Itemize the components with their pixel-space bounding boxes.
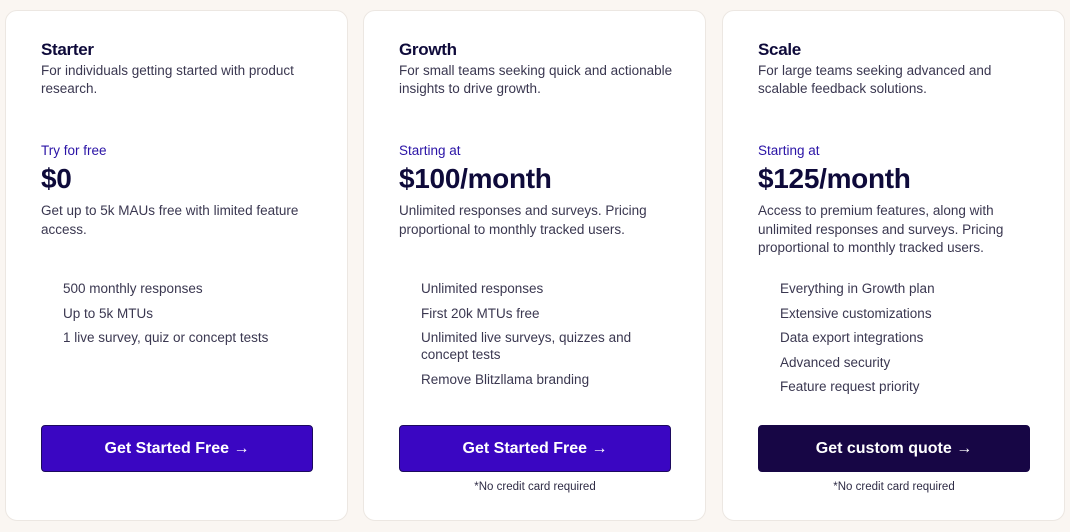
plan-card-scale: Scale For large teams seeking advanced a… (722, 10, 1065, 521)
feature-list: Everything in Growth plan Extensive custo… (780, 280, 1030, 403)
price-prefix: Starting at (758, 143, 820, 158)
price-prefix: Starting at (399, 143, 461, 158)
feature-list: Unlimited responses First 20k MTUs free Un… (421, 280, 671, 395)
plan-description: For large teams seeking advanced and sca… (758, 63, 992, 96)
plan-price: $125/month (758, 163, 911, 194)
no-credit-card-note: *No credit card required (833, 481, 955, 493)
plan-title: Growth (399, 40, 457, 59)
feature-item: 500 monthly responses (63, 281, 203, 296)
price-description: Access to premium features, along with u… (758, 203, 1004, 255)
cta-button[interactable]: Get Started Free → (41, 425, 313, 472)
feature-item: Unlimited responses (421, 281, 544, 296)
plan-title: Starter (41, 40, 94, 59)
plan-description: For individuals getting started with pro… (41, 63, 294, 96)
feature-item: First 20k MTUs free (421, 305, 540, 321)
feature-item: 1 live survey, quiz or concept tests (63, 330, 269, 345)
price-description: Get up to 5k MAUs free with limited feat… (41, 203, 299, 237)
plan-title: Scale (758, 40, 801, 59)
no-credit-card-note: *No credit card required (474, 481, 596, 493)
plan-price: $100/month (399, 163, 552, 194)
feature-item: Unlimited live surveys, quizzes and conc… (421, 330, 632, 362)
feature-item: Advanced security (780, 354, 891, 370)
cta-button[interactable]: Get Started Free → (399, 425, 671, 472)
price-description: Unlimited responses and surveys. Pricing… (399, 203, 647, 237)
plan-card-starter: Starter For individuals getting started … (5, 10, 348, 521)
feature-item: Everything in Growth plan (780, 281, 935, 296)
cta-button[interactable]: Get custom quote → (758, 425, 1030, 472)
plan-card-growth: Growth For small teams seeking quick and… (363, 10, 706, 521)
price-prefix: Try for free (41, 143, 107, 158)
plan-price: $0 (41, 163, 72, 194)
feature-list: 500 monthly responses Up to 5k MTUs 1 live… (63, 280, 313, 354)
feature-item: Up to 5k MTUs (63, 305, 154, 321)
feature-item: Data export integrations (780, 330, 924, 345)
feature-item: Feature request priority (780, 379, 920, 394)
feature-item: Remove Blitzllama branding (421, 371, 590, 387)
plan-description: For small teams seeking quick and action… (399, 63, 673, 96)
feature-item: Extensive customizations (780, 305, 932, 321)
